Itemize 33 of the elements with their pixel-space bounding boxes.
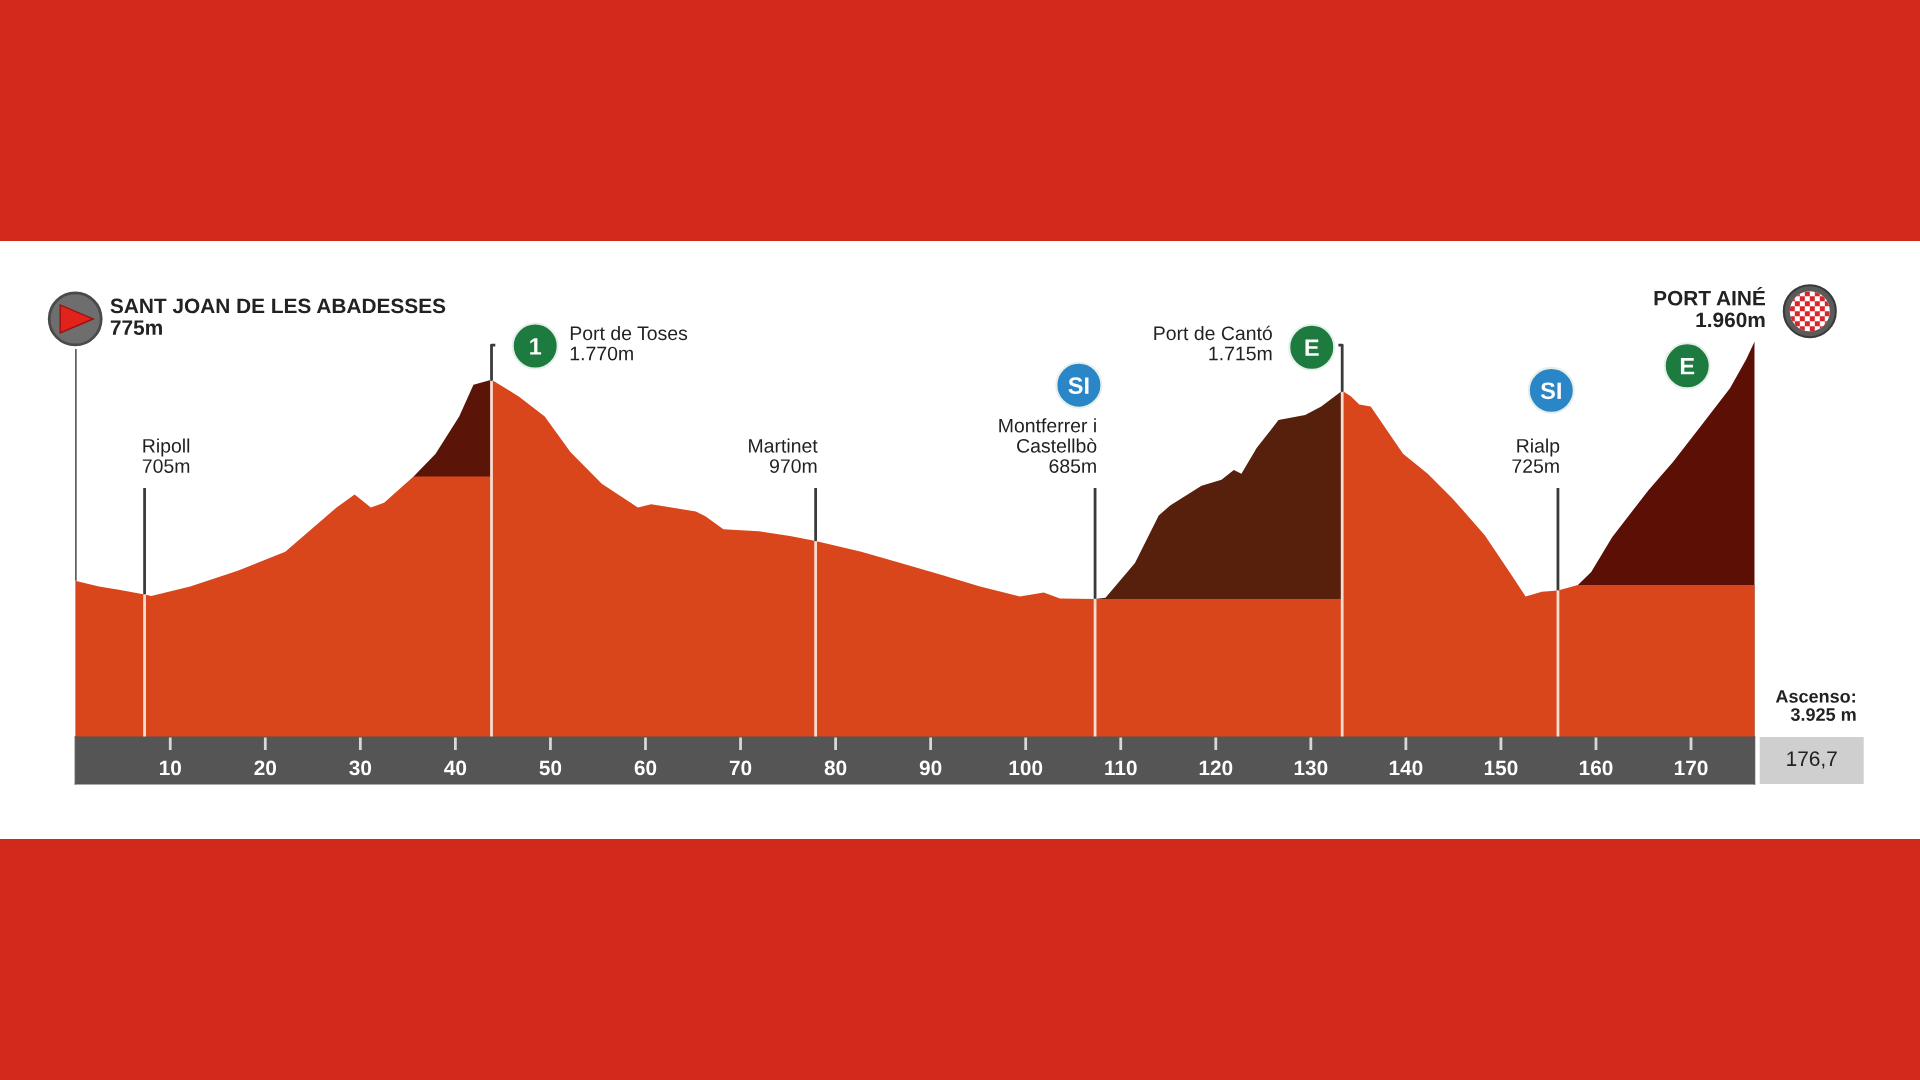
x-tick-label: 170 <box>1674 760 1708 776</box>
x-tick-label: 100 <box>1009 760 1043 776</box>
x-tick-label: 150 <box>1484 760 1518 776</box>
text: 176,7 <box>1787 751 1837 769</box>
x-tick-label: 20 <box>254 760 277 776</box>
x-tick-label: 70 <box>729 760 752 776</box>
x-tick-label: 50 <box>539 760 562 776</box>
annotation: SI <box>1068 377 1089 394</box>
annotation: E <box>1680 358 1695 375</box>
annotation: Port de Toses 1.770m <box>570 325 688 361</box>
x-tick-label: 90 <box>919 760 942 776</box>
x-tick-label: 110 <box>1105 760 1137 776</box>
text: Ascenso: 3.925 m <box>1775 690 1856 721</box>
annotation: Port de Cantó 1.715m <box>1154 325 1272 361</box>
ref-line-label: Rialp 725m <box>1512 438 1560 473</box>
x-tick-label: 160 <box>1579 760 1613 776</box>
x-tick-label: 10 <box>159 760 181 776</box>
point <box>511 322 559 370</box>
x-tick-label: 60 <box>634 760 657 776</box>
annotation: E <box>1305 339 1319 356</box>
annotation: PORT AINÉ 1.960m <box>1654 286 1765 328</box>
ref-line-label: SANT JOAN DE LES ABADESSES 775m <box>110 298 446 335</box>
x-tick-label: 120 <box>1199 760 1233 776</box>
ref-line-label: Montferrer i Castellbò 685m <box>999 418 1097 473</box>
x-tick-label: 140 <box>1389 760 1423 776</box>
x-tick-label: 40 <box>444 760 467 776</box>
annotation: 1 <box>530 338 542 355</box>
x-tick-label: 80 <box>824 760 847 776</box>
ref-line-label: Ripoll 705m <box>142 438 190 473</box>
x-tick-label: 130 <box>1294 760 1328 776</box>
annotation: SI <box>1540 382 1561 400</box>
ref-line-label: Martinet 970m <box>749 438 818 473</box>
x-tick-label: 30 <box>349 760 372 776</box>
